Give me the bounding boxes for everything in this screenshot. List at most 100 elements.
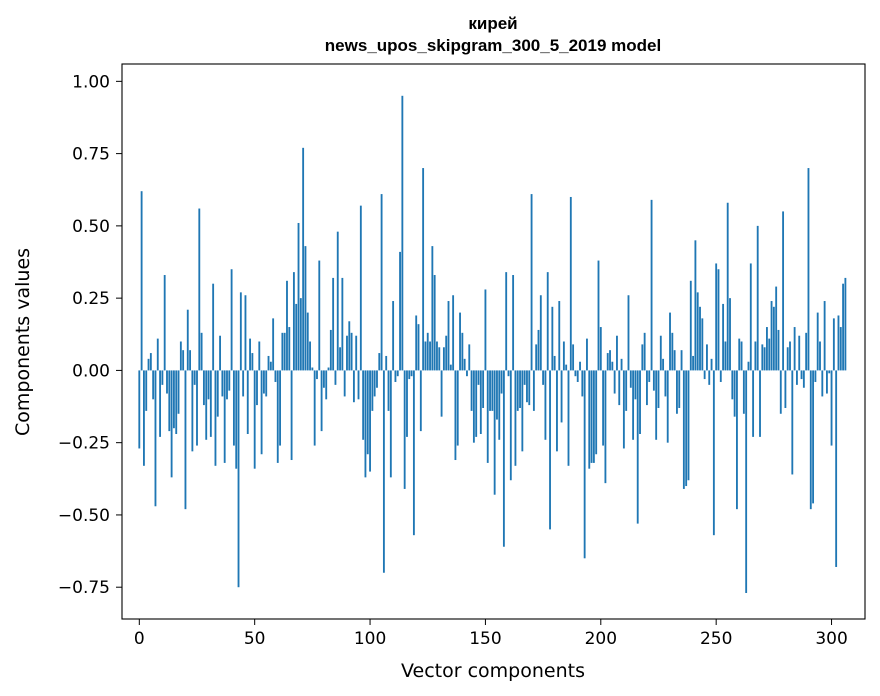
bar xyxy=(664,370,667,397)
bar xyxy=(239,292,242,371)
x-tick-label: 150 xyxy=(469,629,501,649)
bar xyxy=(590,370,593,463)
bar xyxy=(417,324,420,371)
bar xyxy=(419,370,422,432)
bar xyxy=(311,367,314,371)
bar xyxy=(715,263,718,371)
bar xyxy=(729,298,731,371)
bar xyxy=(639,370,641,434)
bar xyxy=(805,332,808,371)
bar xyxy=(772,306,775,371)
x-tick-label: 0 xyxy=(134,629,145,649)
bar xyxy=(796,370,798,385)
bar xyxy=(477,370,480,385)
y-tick-label: 0.75 xyxy=(72,145,110,165)
bar xyxy=(267,355,270,371)
bar xyxy=(366,370,369,455)
bar xyxy=(724,341,727,371)
bar xyxy=(556,370,558,452)
bar xyxy=(369,370,371,472)
bar xyxy=(456,370,459,446)
y-tick-label: 1.00 xyxy=(72,72,110,92)
bar xyxy=(646,370,648,406)
bar xyxy=(438,347,441,371)
bar xyxy=(814,370,817,382)
bar xyxy=(373,370,376,397)
bar xyxy=(445,335,448,371)
bar xyxy=(346,335,348,371)
bar xyxy=(530,194,533,371)
bar xyxy=(830,370,833,446)
bar xyxy=(676,370,678,414)
bar xyxy=(583,370,586,559)
bar xyxy=(835,370,838,567)
bar xyxy=(625,370,628,411)
bar xyxy=(708,370,711,385)
x-tick-label: 100 xyxy=(354,629,386,649)
bar xyxy=(569,196,572,371)
bar xyxy=(442,347,445,371)
bar xyxy=(505,272,508,371)
bar xyxy=(302,147,305,371)
bar xyxy=(655,370,658,440)
bar xyxy=(415,315,418,371)
bar xyxy=(399,251,401,371)
bar xyxy=(754,341,757,371)
bar xyxy=(770,301,773,371)
bar xyxy=(431,246,434,371)
bar xyxy=(761,344,764,371)
bar xyxy=(842,283,845,371)
bar xyxy=(682,370,685,489)
bar xyxy=(401,95,404,371)
bar xyxy=(309,341,311,371)
bar xyxy=(378,353,381,371)
bar xyxy=(385,355,388,371)
bar xyxy=(168,370,171,432)
bar xyxy=(191,370,194,452)
bar xyxy=(775,286,778,371)
bar xyxy=(549,370,551,530)
y-tick-label: 0.50 xyxy=(72,217,110,237)
bar xyxy=(396,370,399,377)
bar xyxy=(793,327,796,371)
bar xyxy=(364,370,367,478)
bar xyxy=(551,306,554,371)
bar xyxy=(544,370,547,440)
bar xyxy=(362,370,365,440)
bar xyxy=(306,312,309,371)
bar xyxy=(412,370,415,536)
bar xyxy=(184,370,187,510)
bar xyxy=(650,199,653,371)
bar xyxy=(138,370,141,449)
bar xyxy=(648,370,651,382)
bar xyxy=(537,329,540,371)
bar xyxy=(669,312,671,371)
bar xyxy=(389,370,392,478)
bar xyxy=(819,341,821,371)
bar xyxy=(484,289,487,371)
x-tick-label: 200 xyxy=(585,629,617,649)
bar xyxy=(509,370,512,481)
bar xyxy=(779,370,782,414)
bar xyxy=(657,370,660,408)
bar xyxy=(706,344,708,371)
bar xyxy=(470,370,473,411)
bar xyxy=(745,370,748,593)
bar xyxy=(807,168,810,371)
bar xyxy=(581,370,584,397)
bar xyxy=(145,370,148,411)
bar xyxy=(316,370,318,380)
bar xyxy=(274,370,277,382)
bar xyxy=(766,327,768,371)
bar xyxy=(542,370,545,385)
bar xyxy=(526,370,528,403)
bar xyxy=(304,246,307,371)
bar xyxy=(689,280,692,371)
bar xyxy=(221,370,224,397)
bar xyxy=(452,295,455,371)
bar xyxy=(186,309,189,371)
bar xyxy=(512,275,515,371)
bar xyxy=(461,332,464,371)
bar xyxy=(643,332,646,371)
bar xyxy=(193,370,196,385)
